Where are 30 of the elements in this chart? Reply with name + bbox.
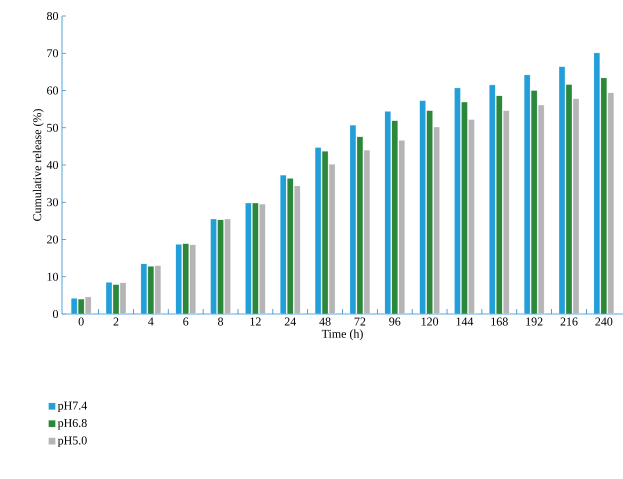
x-tick-label: 12 — [250, 318, 261, 326]
y-tick-label: 50 — [47, 124, 58, 132]
y-tick-label: 40 — [46, 160, 58, 170]
x-tick-label: 168 — [491, 318, 508, 326]
y-axis-title: Cumulative release (%) — [32, 109, 44, 221]
y-tick-label: 0 — [52, 310, 58, 318]
x-tick-label: 120 — [422, 318, 438, 326]
legend-label: pH5.0 — [58, 436, 87, 447]
x-tick-label: 192 — [526, 318, 542, 326]
x-tick-label: 6 — [183, 318, 188, 326]
y-tick-label: 10 — [48, 272, 58, 281]
x-tick-label: 216 — [560, 318, 578, 326]
y-tick-label: 80 — [46, 12, 58, 20]
y-tick-label: 20 — [47, 235, 58, 244]
x-tick-label: 4 — [148, 318, 154, 326]
x-axis-title: Time (h) — [322, 329, 363, 340]
x-tick-label: 72 — [354, 318, 366, 326]
x-tick-label: 96 — [389, 318, 400, 326]
y-tick-label: 30 — [47, 198, 58, 206]
x-tick-label: 2 — [114, 318, 118, 326]
x-tick-label: 48 — [319, 318, 331, 326]
y-tick-label: 60 — [47, 86, 58, 95]
x-tick-label: 8 — [218, 318, 224, 326]
x-tick-label: 0 — [78, 318, 84, 326]
legend-label: pH7.4 — [58, 402, 88, 412]
x-tick-label: 144 — [456, 318, 474, 326]
x-tick-label: 240 — [595, 318, 612, 326]
legend-label: pH6.8 — [58, 418, 87, 430]
y-tick-label: 70 — [47, 49, 58, 58]
x-tick-label: 24 — [284, 318, 296, 326]
